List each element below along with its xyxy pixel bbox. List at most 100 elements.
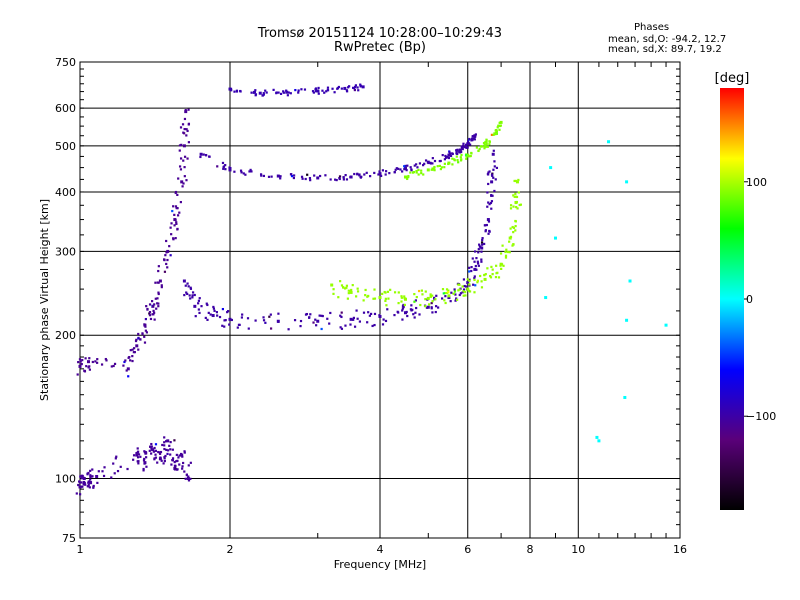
trace-dot [318,314,321,317]
trace-dot [153,303,156,306]
trace-dot [355,309,358,312]
trace-dot [480,258,483,261]
trace-dot [126,467,129,471]
trace-dot [393,171,396,174]
trace-dot [464,291,467,294]
trace-dot [173,213,176,216]
trace-dot [457,289,460,292]
trace-dot [465,144,468,147]
trace-dot [480,280,483,283]
trace-dot [430,307,433,310]
trace-dot [346,297,349,300]
trace-dot [292,176,295,180]
trace-dot [491,273,494,276]
trace-dot [137,462,140,465]
trace-dot [413,164,416,167]
trace-dot [462,278,466,281]
trace-dot [123,360,126,364]
trace-dot [160,459,163,462]
trace-dot [373,171,376,175]
trace-dot [89,474,92,477]
data-point [595,435,599,439]
trace-dot [459,156,462,159]
trace-dot [504,256,508,259]
data-point [493,132,497,136]
trace-dot [347,292,350,295]
trace-dot [468,283,471,286]
trace-dot [182,159,185,162]
trace-dot [451,157,454,160]
trace-dot [353,172,356,176]
trace-dot [277,320,280,323]
trace-dot [381,292,384,295]
trace-dot [81,359,84,362]
trace-dot [240,316,244,319]
trace-dot [509,207,513,210]
trace-dot [402,306,405,309]
trace-dot [480,250,483,253]
trace-dot [514,224,517,228]
trace-dot [131,359,134,363]
trace-dot [431,294,434,297]
trace-dot [317,86,320,90]
trace-dot [345,284,349,287]
trace-dot [468,279,471,282]
trace-dot [447,289,450,292]
trace-dot [403,303,406,307]
trace-dot [189,297,192,300]
trace-dot [119,465,122,468]
trace-dot [333,91,336,94]
trace-dot [337,296,340,299]
trace-dot [405,169,408,172]
data-point [316,319,320,323]
y-tick-label: 400 [55,186,76,199]
trace-dot [156,302,159,305]
trace-dot [143,457,146,461]
trace-dot [433,169,436,172]
data-point [515,180,519,184]
trace-dot [146,308,149,311]
trace-dot [380,174,383,178]
trace-dot [326,89,330,92]
trace-dot [157,269,160,273]
trace-dot [468,137,471,141]
trace-dot [189,477,192,480]
trace-dot [137,450,140,453]
trace-dot [157,265,160,268]
trace-dot [299,319,303,323]
trace-dot [413,300,416,303]
data-point [466,153,470,157]
trace-dot [411,308,414,311]
trace-dot [163,258,166,261]
trace-dot [94,360,97,363]
data-point [466,142,470,146]
trace-dot [82,483,85,486]
trace-dot [173,224,176,227]
trace-dot [77,361,80,364]
trace-dot [335,178,338,182]
trace-dot [80,485,83,488]
trace-dot [176,193,179,196]
trace-dot [174,237,177,240]
data-point [182,144,186,148]
trace-dot [306,173,309,176]
trace-dot [92,484,95,488]
trace-dot [420,169,423,172]
trace-dot [221,324,224,327]
trace-dot [96,361,99,364]
trace-dot [468,270,471,273]
trace-dot [206,318,209,321]
trace-dot [222,167,225,170]
data-point [199,152,203,156]
trace-dot [514,220,517,223]
trace-dot [191,294,194,297]
trace-dot [303,88,307,91]
trace-dot [438,164,441,168]
trace-dot [366,295,369,298]
x-tick-label: 4 [377,543,384,556]
trace-dot [498,121,501,124]
trace-dot [354,85,357,89]
trace-dot [434,298,437,301]
data-point [349,317,353,321]
trace-dot [262,319,266,322]
